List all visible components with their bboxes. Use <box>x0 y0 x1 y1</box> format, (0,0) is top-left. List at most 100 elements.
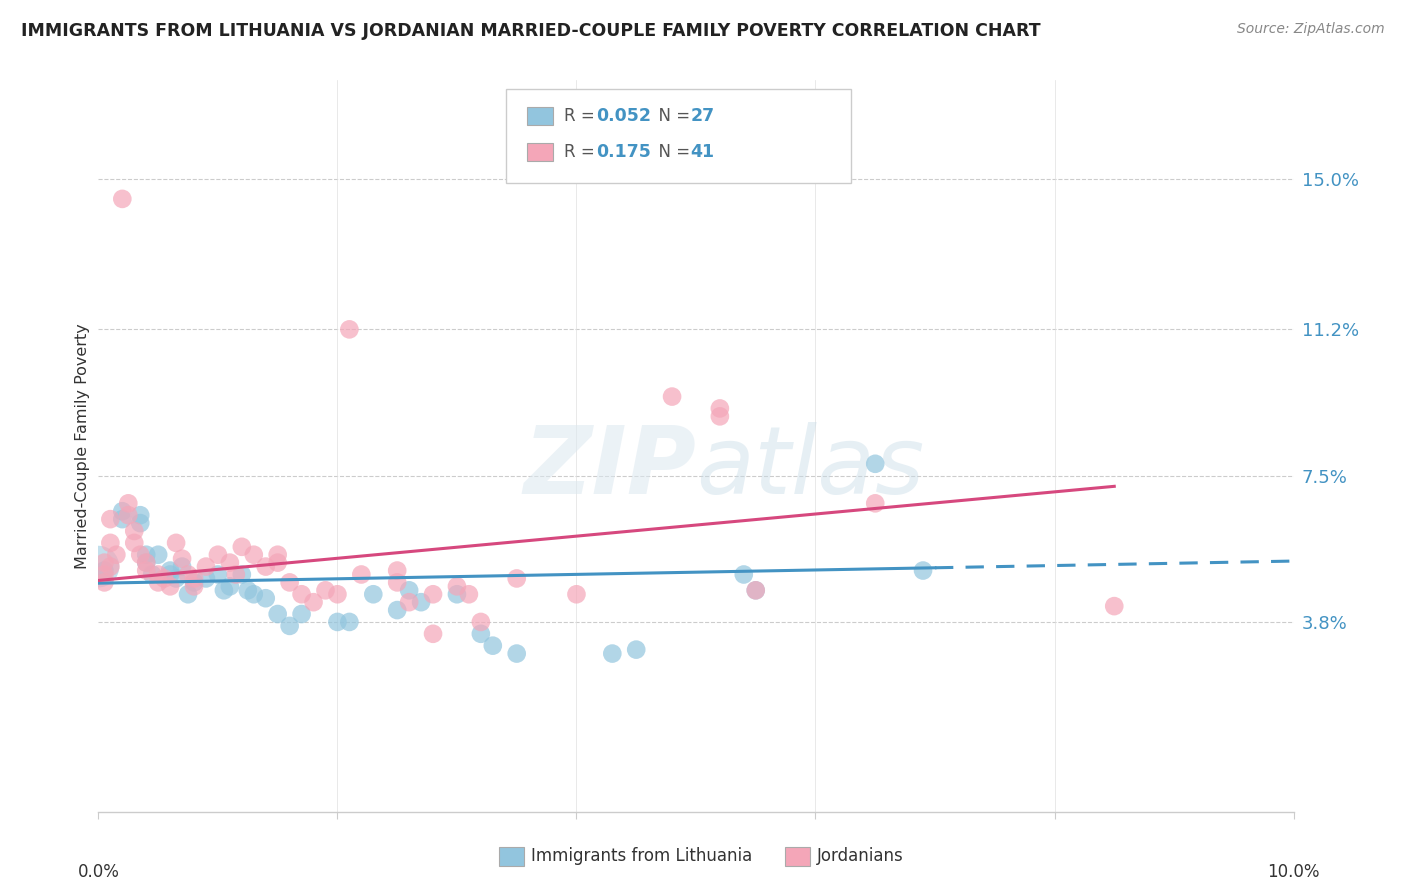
Text: R =: R = <box>564 143 600 161</box>
Text: 0.0%: 0.0% <box>77 863 120 881</box>
Point <box>745 583 768 598</box>
Point <box>93 567 115 582</box>
Point <box>602 647 624 661</box>
Point <box>117 496 139 510</box>
Point <box>267 607 290 621</box>
Point <box>100 559 122 574</box>
Point <box>278 575 301 590</box>
Text: Source: ZipAtlas.com: Source: ZipAtlas.com <box>1237 22 1385 37</box>
Point <box>709 401 731 416</box>
Point <box>565 587 588 601</box>
Point <box>339 615 360 629</box>
Point <box>863 496 887 510</box>
Point <box>165 536 187 550</box>
Point <box>183 575 205 590</box>
Point <box>135 564 157 578</box>
Point <box>481 639 503 653</box>
Text: atlas: atlas <box>696 423 924 514</box>
Point <box>225 567 247 582</box>
Text: Jordanians: Jordanians <box>817 847 904 865</box>
Text: 0.052: 0.052 <box>596 107 651 125</box>
Point <box>709 409 731 424</box>
Point <box>326 615 349 629</box>
Point <box>254 591 277 606</box>
Text: 0.175: 0.175 <box>596 143 651 161</box>
Text: ZIP: ZIP <box>523 422 696 514</box>
Point <box>278 619 301 633</box>
Point <box>422 587 444 601</box>
Point <box>100 536 122 550</box>
Point <box>183 579 205 593</box>
Point <box>1102 599 1125 614</box>
Point <box>385 603 409 617</box>
Point <box>172 551 194 566</box>
Point <box>243 548 266 562</box>
Point <box>105 548 128 562</box>
Text: N =: N = <box>648 107 696 125</box>
Point <box>129 508 152 523</box>
Point <box>219 556 242 570</box>
Point <box>422 627 444 641</box>
Point <box>159 579 181 593</box>
Point <box>385 564 409 578</box>
Point <box>148 567 170 582</box>
Point <box>195 571 218 585</box>
Point <box>398 595 420 609</box>
Point <box>117 508 139 523</box>
Text: 41: 41 <box>690 143 714 161</box>
Point <box>254 559 277 574</box>
Point <box>385 575 409 590</box>
Point <box>129 516 152 530</box>
Point <box>129 548 152 562</box>
Point <box>207 567 229 582</box>
Point <box>745 583 768 598</box>
Point <box>135 556 157 570</box>
Point <box>361 587 384 601</box>
Point <box>212 583 235 598</box>
Point <box>446 587 468 601</box>
Point <box>314 583 337 598</box>
Point <box>446 579 468 593</box>
Point <box>165 571 187 585</box>
Point <box>124 524 146 538</box>
Point <box>231 540 253 554</box>
Point <box>183 571 205 585</box>
Point <box>236 583 259 598</box>
Point <box>290 607 312 621</box>
Point <box>153 571 176 585</box>
Point <box>863 457 887 471</box>
Text: R =: R = <box>564 107 600 125</box>
Point <box>124 536 146 550</box>
Point <box>195 559 218 574</box>
Point <box>912 564 935 578</box>
Point <box>177 567 200 582</box>
Point <box>111 192 134 206</box>
Text: 27: 27 <box>690 107 714 125</box>
Y-axis label: Married-Couple Family Poverty: Married-Couple Family Poverty <box>75 323 90 569</box>
Point <box>267 556 290 570</box>
Point <box>470 615 492 629</box>
Point <box>231 567 253 582</box>
Point <box>398 583 420 598</box>
Point <box>159 564 181 578</box>
Point <box>243 587 266 601</box>
Point <box>350 567 373 582</box>
Point <box>111 504 134 518</box>
Point <box>93 556 115 570</box>
Point <box>177 587 200 601</box>
Point <box>411 595 433 609</box>
Point <box>290 587 312 601</box>
Point <box>470 627 492 641</box>
Point <box>207 548 229 562</box>
Point <box>302 595 325 609</box>
Point <box>339 322 360 336</box>
Point <box>148 548 170 562</box>
Point <box>506 571 529 585</box>
Text: 10.0%: 10.0% <box>1267 863 1320 881</box>
Point <box>267 548 290 562</box>
Point <box>458 587 481 601</box>
Point <box>141 567 163 582</box>
Point <box>506 647 529 661</box>
Point <box>135 556 157 570</box>
Point <box>87 559 110 574</box>
